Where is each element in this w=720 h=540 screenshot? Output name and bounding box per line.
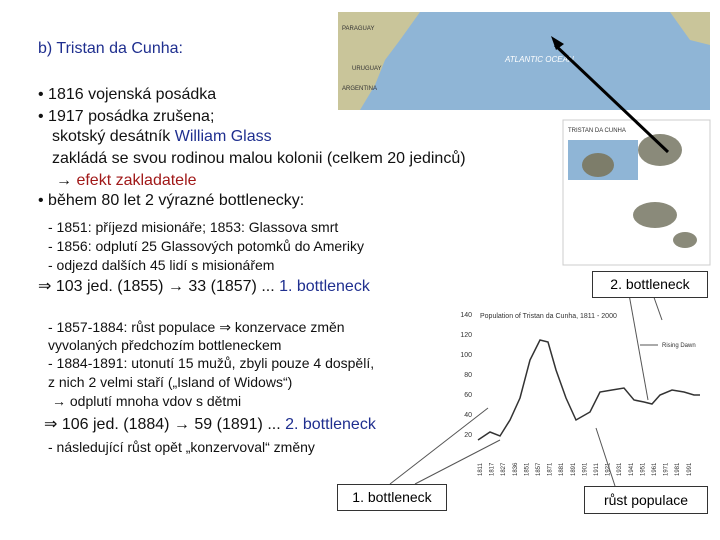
bullet: zakládá se svou rodinou malou kolonii (c…	[52, 150, 466, 167]
y-tick-label: 20	[464, 432, 472, 439]
x-tick-label: 1961	[652, 462, 658, 476]
x-tick-label: 1881	[559, 462, 565, 476]
x-tick-label: 1941	[629, 462, 635, 476]
population-chart	[453, 305, 702, 480]
x-tick-label: 1981	[675, 462, 681, 476]
x-tick-label: 1951	[640, 462, 646, 476]
x-tick-label: 1911	[594, 462, 600, 476]
map-label: ATLANTIC OCEAN	[504, 55, 574, 64]
x-tick-label: 1817	[490, 462, 496, 476]
bullet: • 1816 vojenská posádka	[38, 86, 217, 103]
y-tick-label: 60	[464, 392, 472, 399]
x-tick-label: 1971	[664, 462, 670, 476]
bullet: → efekt zakladatele	[56, 172, 197, 189]
map-label: URUGUAY	[352, 66, 382, 72]
detail: → odplutí mnoha vdov s dětmi	[52, 393, 242, 409]
x-tick-label: 1901	[582, 462, 588, 476]
x-tick-label: 1931	[617, 462, 623, 476]
detail: - odjezd dalších 45 lidí s misionářem	[48, 257, 275, 273]
x-tick-label: 1921	[606, 462, 612, 476]
bullet: • 1917 posádka zrušena;	[38, 108, 215, 125]
bullet: skotský desátník William Glass	[52, 128, 272, 145]
detail: - 1856: odplutí 25 Glassových potomků do…	[48, 238, 364, 254]
x-tick-label: 1836	[513, 462, 519, 476]
x-tick-label: 1991	[687, 462, 693, 476]
x-tick-label: 1811	[478, 462, 484, 476]
y-tick-label: 80	[464, 372, 472, 379]
y-tick-label: 40	[464, 412, 472, 419]
detail: vyvolaných předchozím bottleneckem	[48, 337, 282, 353]
callout: 2. bottleneck	[592, 271, 708, 298]
detail: - následující růst opět „konzervoval“ zm…	[48, 439, 315, 455]
bullet: • během 80 let 2 výrazné bottlenecky:	[38, 192, 305, 209]
map-label: PARAGUAY	[342, 26, 374, 32]
y-tick-label: 100	[460, 352, 472, 359]
x-tick-label: 1891	[571, 462, 577, 476]
map-label: ARGENTINA	[342, 86, 377, 92]
y-tick-label: 140	[460, 312, 472, 319]
x-tick-label: 1827	[501, 462, 507, 476]
detail: z nich 2 velmi staří („Island of Widows“…	[48, 374, 293, 390]
chart-annotation: Rising Dawn	[662, 343, 696, 349]
conclusion: ⇒ 103 jed. (1855) → 33 (1857) ... 1. bot…	[38, 278, 370, 295]
map-label: TRISTAN DA CUNHA	[568, 128, 626, 134]
callout: růst populace	[584, 486, 708, 514]
map	[338, 12, 711, 266]
x-tick-label: 1851	[524, 462, 530, 476]
callout: 1. bottleneck	[337, 484, 447, 511]
detail: - 1851: příjezd misionáře; 1853: Glassov…	[48, 219, 339, 235]
x-tick-label: 1871	[548, 462, 554, 476]
detail: - 1884-1891: utonutí 15 mužů, zbyli pouz…	[48, 355, 375, 371]
x-tick-label: 1857	[536, 462, 542, 476]
chart-title: Population of Tristan da Cunha, 1811 - 2…	[480, 313, 617, 320]
y-tick-label: 120	[460, 332, 472, 339]
conclusion: ⇒ 106 jed. (1884) → 59 (1891) ... 2. bot…	[44, 416, 376, 433]
detail: - 1857-1884: růst populace ⇒ konzervace …	[48, 319, 345, 335]
title: b) Tristan da Cunha:	[38, 40, 183, 57]
